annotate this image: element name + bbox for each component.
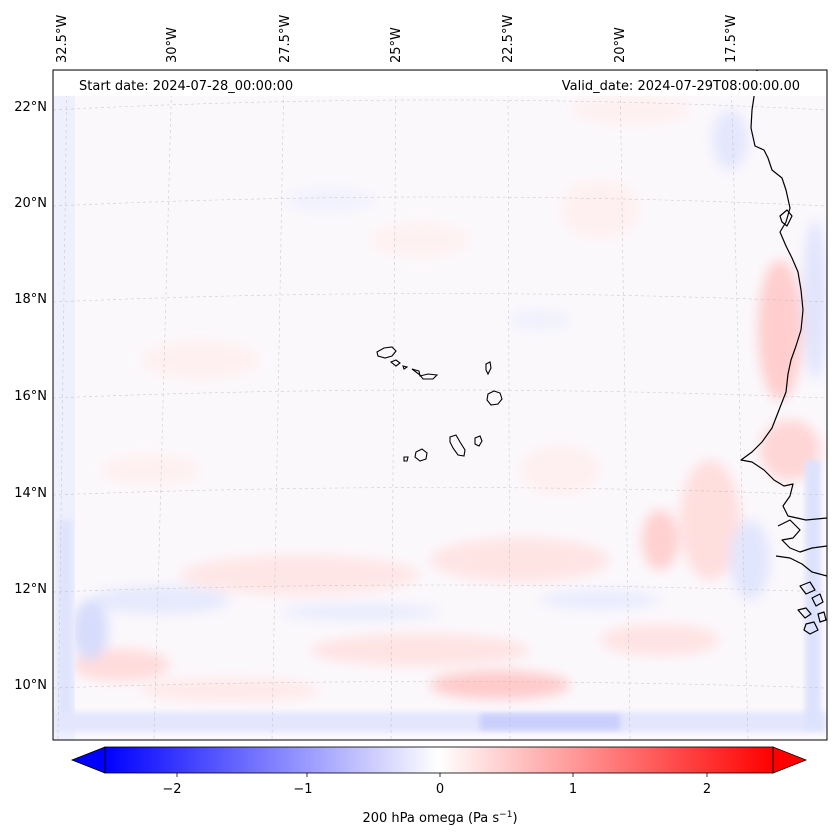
colorbar-tick-label: 0 (436, 782, 444, 797)
colorbar-gradient (104, 746, 774, 774)
omega-field (53, 70, 827, 740)
colorbar-tick-label: −2 (162, 782, 181, 797)
island-maio (474, 435, 483, 447)
map-frame (52, 69, 828, 741)
start-date-text: Start date: 2024-07-28_00:00:00 (79, 79, 293, 94)
colorbar-label: 200 hPa omega (Pa s−1) (362, 810, 517, 826)
colorbar-ticks (176, 773, 708, 777)
island-brava (403, 456, 409, 462)
map-header: Start date: 2024-07-28_00:00:00 Valid_da… (54, 71, 826, 96)
colorbar-extend-right (772, 746, 808, 774)
island-santo-antao (376, 346, 397, 359)
lat-label: 22°N (14, 100, 47, 115)
lon-label: 30°W (165, 27, 180, 63)
lon-label: 20°W (613, 27, 628, 63)
island-sao-nicolau (411, 368, 439, 380)
colorbar-tick-label: 1 (569, 782, 577, 797)
island-santa-luzia (402, 365, 409, 370)
colorbar-tick-label: −1 (293, 782, 312, 797)
latitude-labels: 22°N 20°N 18°N 16°N 14°N 12°N 10°N (14, 100, 47, 693)
lat-label: 18°N (14, 292, 47, 307)
lon-label: 27.5°W (278, 15, 293, 63)
longitude-labels: 32.5°W 30°W 27.5°W 25°W 22.5°W 20°W 17.5… (55, 15, 739, 63)
valid-date-text: Valid_date: 2024-07-29T08:00:00.00 (562, 79, 800, 94)
cape-verde-islands (376, 346, 503, 462)
lat-label: 12°N (14, 582, 47, 597)
island-sao-vicente (389, 359, 401, 367)
colorbar: −2 −1 0 1 2 200 hPa omega (Pa s−1) (70, 746, 808, 826)
lat-label: 14°N (14, 486, 47, 501)
colorbar-extend-left (70, 746, 106, 774)
island-boa-vista (486, 390, 503, 406)
lat-label: 10°N (14, 678, 47, 693)
island-sal (485, 361, 492, 376)
island-santiago (449, 434, 466, 457)
lon-label: 32.5°W (55, 15, 70, 63)
colorbar-tick-label: 2 (703, 782, 711, 797)
map-panel: Start date: 2024-07-28_00:00:00 Valid_da… (52, 69, 828, 741)
island-fogo (414, 448, 428, 462)
lat-label: 16°N (14, 389, 47, 404)
west-africa-coastline (740, 70, 827, 635)
lon-label: 25°W (389, 27, 404, 63)
lon-label: 22.5°W (501, 15, 516, 63)
gridlines (53, 70, 827, 740)
lat-label: 20°N (14, 196, 47, 211)
lon-label: 17.5°W (724, 15, 739, 63)
